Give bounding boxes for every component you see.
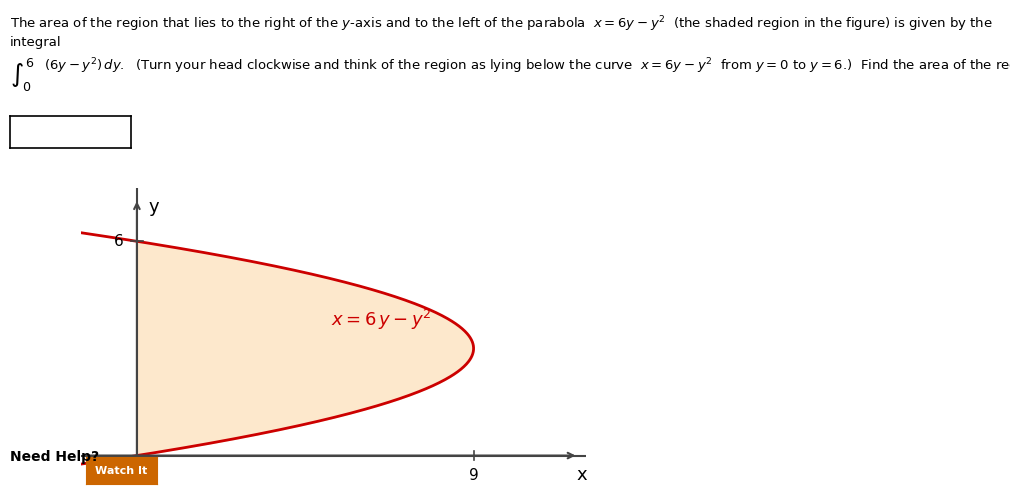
Text: $x = 6\,y - y^2$: $x = 6\,y - y^2$	[331, 308, 432, 332]
Text: $(6y - y^2)\,dy.$  (Turn your head clockwise and think of the region as lying be: $(6y - y^2)\,dy.$ (Turn your head clockw…	[44, 57, 1010, 77]
Text: The area of the region that lies to the right of the $y$-axis and to the left of: The area of the region that lies to the …	[10, 15, 993, 49]
Text: y: y	[148, 199, 159, 216]
Text: x: x	[577, 466, 588, 484]
Text: $\int_0^6$: $\int_0^6$	[10, 57, 35, 94]
Text: Watch It: Watch It	[95, 465, 147, 476]
Text: Need Help?: Need Help?	[10, 451, 99, 464]
Text: 9: 9	[469, 468, 479, 483]
Text: 6: 6	[114, 234, 124, 249]
